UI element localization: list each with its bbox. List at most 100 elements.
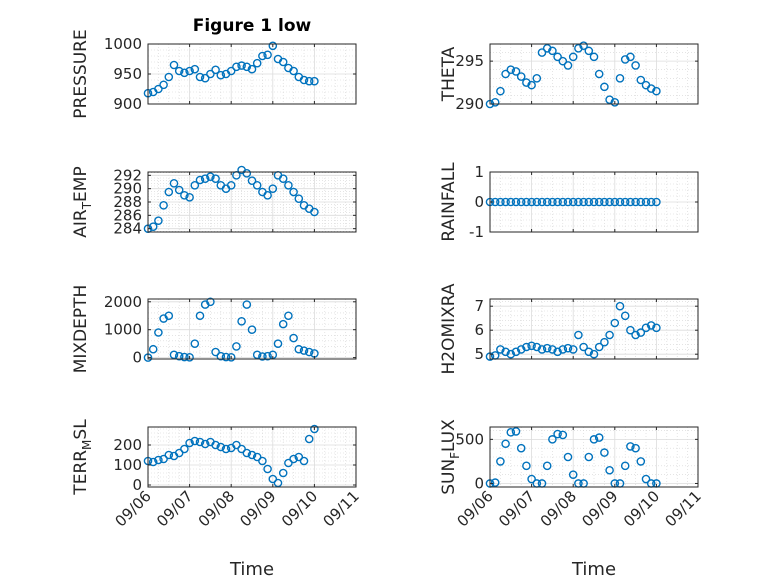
data-point [237,444,246,454]
data-point [548,197,557,207]
data-point [641,323,651,333]
data-point [516,197,526,207]
data-point [501,69,510,79]
y-tick-label: 1000 [104,321,142,339]
data-point [620,311,630,321]
data-point [263,191,272,200]
data-point [553,52,562,62]
data-point [299,346,309,355]
series-points [143,424,319,488]
data-point [568,345,578,354]
series-points [485,41,661,109]
data-point [174,448,184,458]
data-point [232,62,241,72]
data-point [232,342,241,351]
data-point [516,72,526,81]
x-tick-label: 09/11 [320,487,363,530]
y-tick-label: 295 [455,52,484,70]
x-tick-label: 09/06 [454,487,497,530]
y-tick-label: 0 [132,349,142,367]
data-point [304,76,314,86]
y-tick-label: 292 [113,166,142,184]
data-point [289,187,298,197]
data-point [180,191,189,200]
data-point [594,433,604,442]
data-point [646,84,656,93]
y-tick-label: 2000 [104,293,142,311]
subplot-6: 5 6 7 H2OMIXRA [439,283,699,375]
data-point [154,328,163,337]
y-tick-label: 290 [455,95,484,113]
data-point [600,82,609,92]
data-point [511,347,521,357]
data-point [589,197,599,207]
grid [147,299,357,359]
axes-box [489,43,699,105]
data-point [584,46,594,56]
data-point [626,442,635,451]
data-point [600,448,609,457]
data-point [310,207,319,217]
data-point [490,97,500,107]
data-point [568,52,578,62]
data-point [594,69,604,79]
data-point [263,50,272,60]
data-point [558,56,568,66]
data-point [626,325,635,335]
data-point [273,339,283,348]
data-point [258,456,267,466]
data-point [553,347,562,357]
data-point [615,301,625,311]
data-point [496,86,505,96]
subplot-7: 010020009/0609/0709/0809/0909/1009/11TER… [71,419,363,531]
data-point [563,197,573,207]
data-point [159,201,168,210]
data-point [180,444,189,454]
data-point [496,457,505,466]
data-point [226,181,236,190]
data-point [506,65,516,75]
data-point [636,75,646,85]
data-point [226,66,236,76]
data-point [154,455,163,465]
data-point [646,321,656,330]
data-point [568,470,578,479]
data-point [221,444,231,454]
axes-box [147,426,357,488]
x-tick-label: 09/09 [578,487,621,530]
x-tick-label: 09/10 [278,487,321,530]
data-point [164,450,174,460]
data-point [584,347,594,357]
y-tick-label: 290 [113,180,142,198]
data-point [579,197,588,207]
data-point [553,429,562,439]
data-point [542,43,552,53]
y-tick-label: 100 [113,456,142,474]
y-axis-label: H2OMIXRA [439,283,459,374]
data-point [537,197,547,207]
data-point [247,64,257,74]
subplot-5: 0 1000 2000 MIXDEPTH [71,285,357,373]
y-tick-label: 288 [113,193,142,211]
data-point [532,342,542,352]
series-points [485,427,661,488]
data-point [631,443,640,453]
axes-box [147,298,357,360]
data-point [605,197,614,207]
data-point [310,424,319,434]
data-point [258,51,267,61]
data-point [532,73,542,83]
data-point [169,350,179,360]
data-point [506,427,516,437]
data-point [200,73,210,83]
data-point [516,443,526,453]
data-point [631,61,640,70]
data-point [268,184,278,193]
data-point [294,344,304,354]
data-point [278,468,288,478]
data-point [542,197,552,207]
data-point [527,80,536,90]
data-point [506,349,516,359]
data-point [252,181,262,190]
